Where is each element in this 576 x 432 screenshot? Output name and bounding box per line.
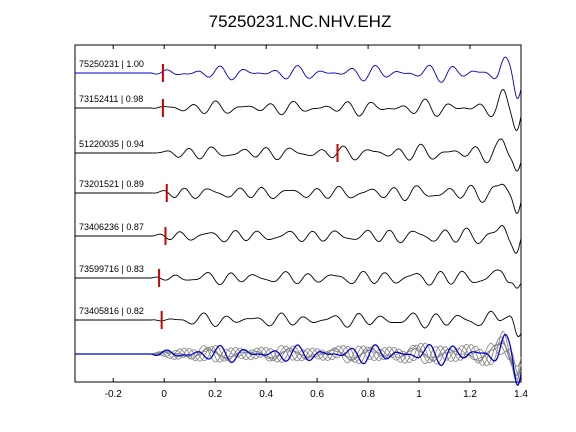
trace-row: 73201521 | 0.89: [75, 179, 522, 215]
trace-row: 73406236 | 0.87: [75, 222, 522, 254]
trace-row: 73405816 | 0.82: [75, 306, 522, 337]
trace-label: 73152411 | 0.98: [79, 94, 143, 104]
trace-row: 73599716 | 0.83: [75, 264, 522, 289]
trace-line: [75, 56, 522, 100]
x-tick-label: 0.6: [310, 389, 324, 400]
x-tick-label: 1.2: [463, 389, 477, 400]
x-tick-label: 1: [416, 389, 422, 400]
trace-line: [75, 310, 522, 337]
trace-line: [75, 225, 522, 254]
stack-trace: [75, 333, 522, 387]
trace-label: 73406236 | 0.87: [79, 222, 144, 232]
chart-title: 75250231.NC.NHV.EHZ: [209, 12, 392, 31]
trace-label: 75250231 | 1.00: [79, 59, 144, 69]
trace-label: 73201521 | 0.89: [79, 179, 144, 189]
trace-line: [75, 269, 522, 289]
trace-line: [75, 88, 522, 132]
x-tick-label: 0.2: [208, 389, 222, 400]
x-axis: -0.2 0 0.2 0.4 0.6 0.8 1 1.2 1.4: [105, 45, 528, 400]
x-tick-label: 1.4: [514, 389, 528, 400]
trace-line: [75, 183, 522, 215]
trace-label: 73405816 | 0.82: [79, 306, 144, 316]
x-tick-label: -0.2: [105, 389, 123, 400]
trace-row: 75250231 | 1.00: [75, 56, 522, 100]
x-tick-label: 0.8: [361, 389, 375, 400]
trace-row: 73152411 | 0.98: [75, 88, 522, 132]
plot-frame: [74, 44, 522, 383]
x-tick-label: 0: [161, 389, 167, 400]
trace-line: [75, 138, 522, 172]
stacked-trace: [75, 330, 522, 382]
x-tick-label: 0.4: [259, 389, 273, 400]
trace-label: 51220035 | 0.94: [79, 139, 144, 149]
stacked-trace: [75, 336, 522, 377]
trace-label: 73599716 | 0.83: [79, 264, 144, 274]
trace-list: 75250231 | 1.00 73152411 | 0.98 51220035 |…: [75, 56, 522, 337]
stacked-traces: [75, 330, 522, 387]
trace-row: 51220035 | 0.94: [75, 138, 522, 172]
